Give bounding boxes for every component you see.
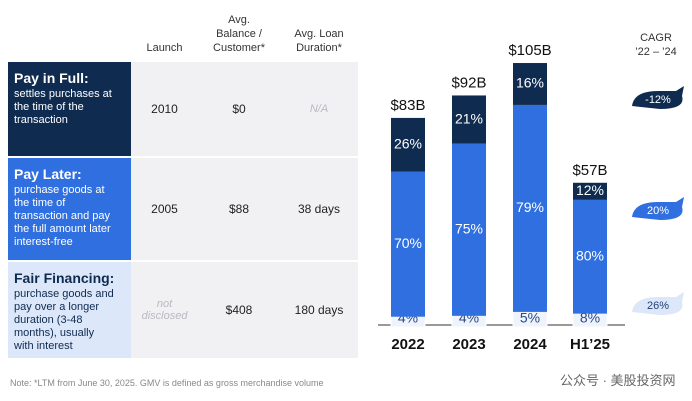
- category-label: 2023: [452, 336, 485, 353]
- cagr-badge: [632, 86, 684, 109]
- description-line: the time of: [14, 197, 66, 209]
- cell-text: 180 days: [294, 303, 344, 317]
- header-line: Balance /: [216, 28, 262, 40]
- row-label: Fair Financing: purchase goods and pay ove…: [8, 262, 131, 360]
- table-cell: 180 days: [280, 262, 358, 360]
- segment-label-box: [573, 248, 607, 265]
- column-header: Avg. Loan Duration*: [280, 27, 358, 55]
- watermark: 公众号 · 美股投资网: [560, 373, 676, 388]
- cagr-title: CAGR: [640, 32, 672, 44]
- description-line: purchase goods and: [14, 288, 114, 300]
- cell-text: $408: [225, 303, 253, 317]
- segment-label: 16%: [516, 75, 544, 91]
- segment-label-box: [573, 183, 607, 200]
- category-label: 2024: [513, 336, 547, 353]
- description-line: the full amount later: [14, 223, 111, 235]
- row-title: Pay Later:: [14, 166, 82, 182]
- header-line: Duration*: [296, 42, 342, 54]
- row-description: settles purchases at the time of the trans…: [14, 88, 125, 127]
- category-label: 2022: [391, 336, 424, 353]
- segment-label-box: [452, 111, 486, 128]
- table-cell: 2010: [131, 62, 198, 158]
- header-line: Launch: [146, 42, 183, 54]
- cagr-title: ’22 – ’24: [635, 46, 677, 58]
- cell-text: $88: [228, 202, 250, 216]
- description-line: interest-free: [14, 236, 73, 248]
- cagr-badge: [632, 197, 684, 220]
- segment-label: 8%: [580, 310, 600, 326]
- column-header: Avg. Balance / Customer*: [198, 13, 280, 55]
- table-cell: $0: [198, 62, 280, 158]
- row-title: Pay in Full:: [14, 70, 89, 86]
- cell-text: $0: [232, 102, 246, 116]
- cell-text: 2010: [151, 102, 178, 116]
- header-line: Customer*: [213, 42, 265, 54]
- total-label: $92B: [451, 74, 486, 91]
- cagr-value: 26%: [647, 300, 669, 312]
- description-line: transaction: [14, 114, 68, 126]
- total-label: $105B: [508, 42, 551, 59]
- note: Note: *LTM from June 30, 2025. GMV is de…: [10, 378, 324, 388]
- row-label: Pay Later: purchase goods at the time of tr…: [8, 158, 131, 262]
- table-cell: N/A: [280, 62, 358, 158]
- segment-label: 26%: [394, 136, 422, 152]
- segment-label: 70%: [394, 235, 422, 251]
- table-cell: 38 days: [280, 158, 358, 262]
- segment-label: 12%: [576, 182, 604, 198]
- cell-text: not disclosed: [141, 298, 188, 322]
- cell-text: 2005: [151, 202, 178, 216]
- table-cell: $88: [198, 158, 280, 262]
- row-title: Fair Financing:: [14, 270, 115, 286]
- segment-label: 75%: [455, 220, 483, 236]
- row-description: purchase goods and pay over a longer durat…: [14, 288, 125, 353]
- row-label: Pay in Full: settles purchases at the time…: [8, 62, 131, 158]
- cell-text: N/A: [309, 103, 329, 115]
- segment-label: 21%: [455, 110, 483, 126]
- description-line: transaction and pay: [14, 210, 111, 222]
- table-cell: $408: [198, 262, 280, 360]
- segment-label-box: [513, 75, 547, 92]
- description-line: settles purchases at: [14, 88, 112, 100]
- description-line: with interest: [14, 340, 73, 352]
- segment-label: 79%: [516, 199, 544, 215]
- cell-text: 38 days: [297, 202, 341, 216]
- cagr-value: -12%: [645, 94, 671, 106]
- description-line: the time of the: [14, 101, 84, 113]
- segment-label-box: [452, 221, 486, 238]
- description-line: pay over a longer: [14, 301, 99, 313]
- header-line: Avg. Loan: [294, 28, 344, 40]
- table-cell: 2005: [131, 158, 198, 262]
- segment-label-box: [391, 236, 425, 253]
- segment-label: 5%: [520, 310, 540, 326]
- description-line: months), usually: [14, 327, 95, 339]
- cagr-value: 20%: [647, 205, 669, 217]
- column-header: Launch: [131, 41, 198, 55]
- total-label: $57B: [572, 162, 607, 179]
- category-label: H1’25: [570, 336, 610, 353]
- cagr-badge: [632, 292, 684, 315]
- description-line: duration (3-48: [14, 314, 83, 326]
- segment-label: 80%: [576, 247, 604, 263]
- row-description: purchase goods at the time of transaction …: [14, 184, 125, 249]
- segment-label-box: [513, 200, 547, 217]
- header-line: Avg.: [228, 14, 250, 26]
- total-label: $83B: [390, 97, 425, 114]
- description-line: purchase goods at: [14, 184, 105, 196]
- table-cell: not disclosed: [131, 262, 198, 360]
- segment-label-box: [391, 136, 425, 153]
